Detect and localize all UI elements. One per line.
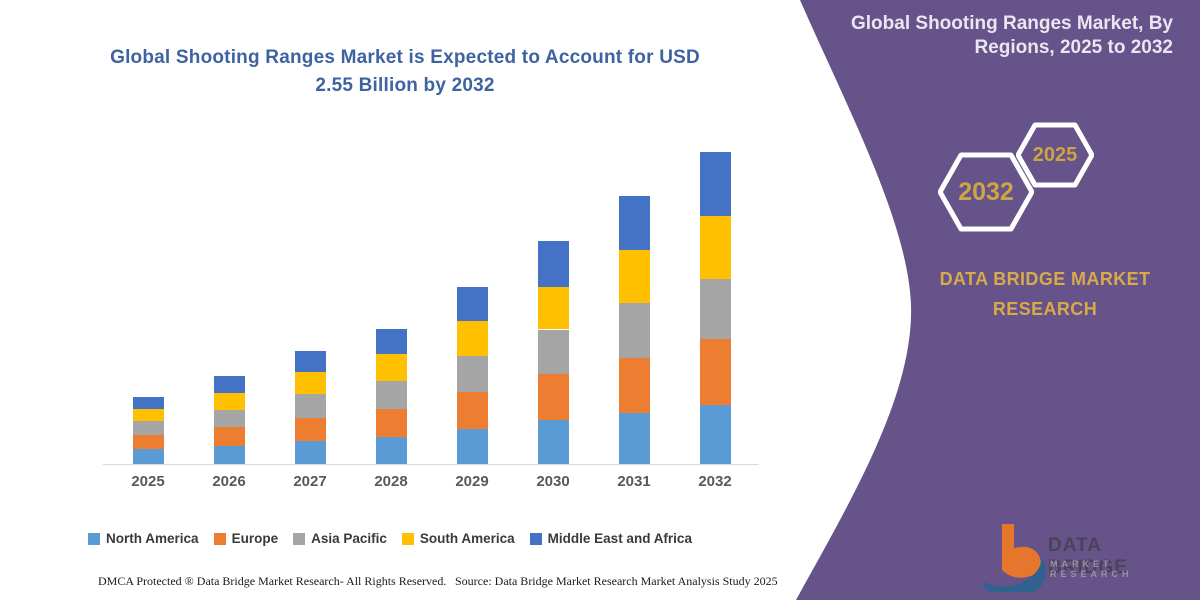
legend-swatch-icon [88,532,101,545]
bar-segment-middle-east-and-africa [294,351,326,373]
legend-label: South America [419,531,515,546]
bar-segment-north-america [537,420,569,464]
x-axis-label: 2029 [455,473,489,490]
bar-segment-asia-pacific [537,329,569,374]
hexagon-outline-icon [1016,122,1094,188]
brand-line2: RESEARCH [992,299,1098,319]
legend-label: North America [106,531,199,546]
logo-tagline: MARKET RESEARCH [1050,559,1133,579]
x-axis-label: 2031 [617,473,651,490]
chart-title-line1: Global Shooting Ranges Market is Expecte… [110,47,700,68]
bar-segment-north-america [456,428,488,464]
chart-title-line2: 2.55 Billion by 2032 [315,75,495,96]
brand-line1: DATA BRIDGE MARKET [939,269,1151,289]
legend-swatch-icon [213,532,226,545]
bar-segment-middle-east-and-africa [213,375,245,393]
bar-segment-asia-pacific [456,356,488,392]
bar-segment-middle-east-and-africa [537,241,569,287]
bar-segment-south-america [213,393,245,411]
bar-segment-europe [294,417,326,441]
bar-segment-south-america [294,372,326,395]
bar-segment-north-america [132,449,164,464]
bar-segment-europe [699,339,731,406]
hexagon-2025: 2025 [1016,122,1094,188]
bar-segment-south-america [537,286,569,330]
legend-item: North America [88,531,199,546]
x-axis-label: 2025 [131,473,165,490]
legend-item: Europe [213,531,279,546]
chart-legend: North America Europe Asia Pacific South Ame… [0,531,780,546]
bar-segment-south-america [375,353,407,381]
x-axis-label: 2028 [374,473,408,490]
legend-swatch-icon [293,532,306,545]
data-bridge-logo: DATA BRIDGE MARKET RESEARCH [982,518,1182,594]
hexagon-2025-year: 2025 [1032,143,1078,166]
brand-wordmark: DATA BRIDGE MARKET RESEARCH [905,264,1185,324]
legend-item: South America [401,531,515,546]
bar-segment-north-america [618,412,650,464]
panel-title: Global Shooting Ranges Market, By Region… [833,12,1173,60]
bar-segment-europe [375,409,407,438]
source-note: Source: Data Bridge Market Research Mark… [455,574,778,588]
hexagon-2032-year: 2032 [958,177,1014,206]
bar-segment-north-america [213,445,245,464]
bar-segment-asia-pacific [375,380,407,409]
bar-segment-middle-east-and-africa [699,152,731,216]
bar-segment-south-america [618,249,650,303]
bar-segment-south-america [132,409,164,422]
bar-segment-asia-pacific [294,394,326,418]
bar-segment-south-america [699,215,731,280]
bar-segment-europe [213,427,245,446]
panel-title-line1: Global Shooting Ranges Market, By [851,13,1173,34]
data-bridge-logo-icon [984,524,1047,592]
bar-segment-europe [618,357,650,413]
bar-segment-europe [537,373,569,420]
bar-segment-middle-east-and-africa [456,286,488,321]
legend-swatch-icon [401,532,414,545]
bar-segment-middle-east-and-africa [375,329,407,354]
legend-swatch-icon [529,532,542,545]
legend-item: Middle East and Africa [529,531,692,546]
legend-label: Middle East and Africa [547,531,692,546]
bar-segment-north-america [294,440,326,464]
bar-segment-north-america [699,405,731,464]
x-axis-label: 2026 [212,473,246,490]
x-axis-label: 2027 [293,473,327,490]
bar-segment-asia-pacific [618,302,650,358]
dmca-notice: DMCA Protected ® Data Bridge Market Rese… [98,574,447,588]
bar-segment-asia-pacific [213,410,245,428]
bar-segment-north-america [375,437,407,464]
bar-segment-asia-pacific [699,279,731,340]
hexagon-outline-icon [938,152,1034,232]
x-axis-label: 2030 [536,473,570,490]
bar-segment-south-america [456,320,488,357]
plot-area: 2025 2026 2027 2028 2029 2030 2031 2032 [103,150,759,490]
logo-name: DATA BRIDGE [1048,535,1128,578]
chart-title: Global Shooting Ranges Market is Expecte… [75,44,735,100]
legend-label: Europe [231,531,279,546]
panel-title-line2: Regions, 2025 to 2032 [974,37,1173,58]
legend-label: Asia Pacific [311,531,387,546]
x-axis-label: 2032 [698,473,732,490]
hexagon-2032: 2032 [938,151,1034,233]
bar-segment-middle-east-and-africa [132,396,164,409]
bar-segment-middle-east-and-africa [618,196,650,250]
legend-item: Asia Pacific [293,531,387,546]
bar-segment-europe [456,391,488,429]
bar-segment-europe [132,434,164,450]
bar-segment-asia-pacific [132,421,164,435]
